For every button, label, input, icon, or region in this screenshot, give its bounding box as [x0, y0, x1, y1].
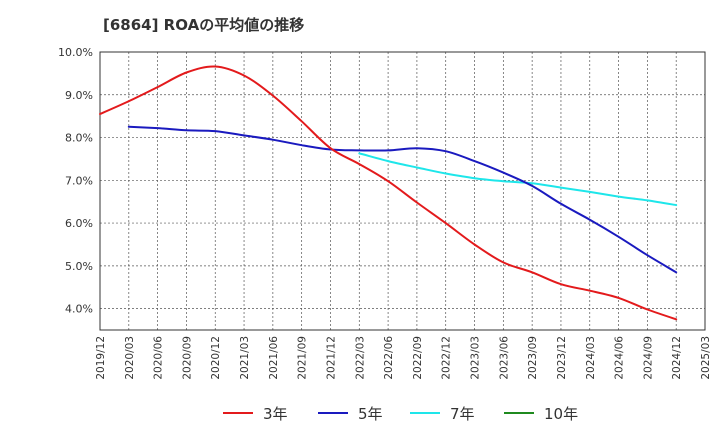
x-tick-label: 2024/12 — [671, 336, 683, 380]
legend-label: 7年 — [450, 405, 475, 423]
x-tick-label: 2023/09 — [527, 336, 539, 380]
y-tick-label: 4.0% — [65, 303, 93, 316]
x-tick-label: 2024/03 — [585, 336, 597, 380]
x-tick-label: 2023/06 — [498, 336, 510, 380]
y-axis-tick-labels: 4.0% 5.0% 6.0% 7.0% 8.0% 9.0% 10.0% — [58, 46, 93, 316]
x-tick-label: 2019/12 — [95, 336, 107, 380]
x-tick-label: 2020/03 — [124, 336, 136, 380]
legend-label: 5年 — [358, 405, 383, 423]
x-tick-label: 2020/06 — [153, 336, 165, 380]
x-tick-label: 2020/12 — [210, 336, 222, 380]
y-tick-label: 7.0% — [65, 174, 93, 187]
x-tick-label: 2024/09 — [642, 336, 654, 380]
chart-title: [6864] ROAの平均値の推移 — [103, 16, 305, 34]
x-tick-label: 2022/06 — [383, 336, 395, 380]
x-tick-label: 2021/03 — [239, 336, 251, 380]
x-tick-label: 2024/06 — [614, 336, 626, 380]
y-tick-label: 6.0% — [65, 217, 93, 230]
legend: 3年 5年 7年 10年 — [223, 405, 578, 423]
plot-area-border — [99, 51, 706, 331]
x-tick-label: 2023/03 — [470, 336, 482, 380]
y-tick-label: 10.0% — [58, 46, 93, 59]
x-tick-label: 2023/12 — [556, 336, 568, 380]
series-line-7年 — [358, 152, 678, 207]
x-tick-label: 2021/09 — [297, 336, 309, 380]
x-axis-tick-labels: 2019/12 2020/03 2020/06 2020/09 2020/12 2021/… — [95, 336, 712, 380]
x-tick-label: 2020/09 — [181, 336, 193, 380]
legend-label: 10年 — [544, 405, 578, 423]
x-tick-label: 2021/06 — [268, 336, 280, 380]
series-line-3年 — [99, 65, 678, 321]
grid-lines — [100, 52, 705, 330]
series-line-5年 — [127, 125, 678, 274]
x-tick-label: 2022/12 — [441, 336, 453, 380]
y-tick-label: 9.0% — [65, 89, 93, 102]
x-tick-label: 2021/12 — [325, 336, 337, 380]
x-tick-label: 2022/09 — [412, 336, 424, 380]
legend-label: 3年 — [263, 405, 288, 423]
x-tick-label: 2022/03 — [354, 336, 366, 380]
y-tick-label: 8.0% — [65, 132, 93, 145]
series-lines — [99, 65, 678, 321]
x-tick-label: 2025/03 — [700, 336, 712, 380]
y-tick-label: 5.0% — [65, 260, 93, 273]
